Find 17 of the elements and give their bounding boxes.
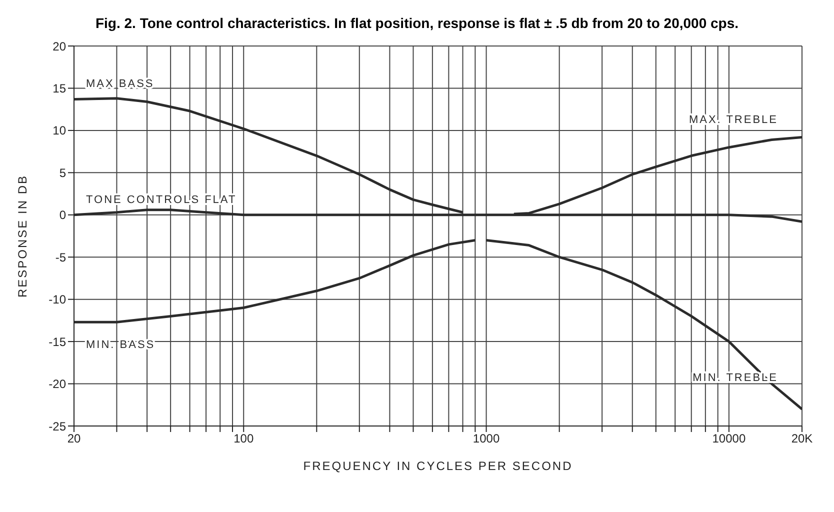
y-tick-label: 15: [52, 81, 66, 96]
y-tick-label: 10: [52, 124, 66, 138]
y-tick-label: 0: [59, 208, 66, 222]
x-tick-label: 1000: [472, 432, 500, 446]
y-tick-label: -5: [55, 250, 66, 264]
y-axis-title: RESPONSE IN DB: [15, 174, 30, 298]
y-tick-label: 20: [52, 39, 66, 54]
chart-title: Fig. 2. Tone control characteristics. In flat position, response is flat ± .5 db from 20 to 20,000 cps.: [94, 14, 740, 32]
x-tick-label: 100: [234, 432, 254, 446]
y-tick-label: -20: [48, 377, 66, 392]
y-tick-label: -10: [48, 292, 66, 307]
y-tick-label: -15: [48, 334, 66, 349]
x-tick-label: 10000: [712, 432, 746, 446]
y-tick-label: 5: [59, 166, 66, 180]
x-tick-label: 20K: [791, 432, 813, 446]
y-tick-label: -25: [48, 419, 66, 434]
x-axis-title: FREQUENCY IN CYCLES PER SECOND: [303, 459, 573, 473]
